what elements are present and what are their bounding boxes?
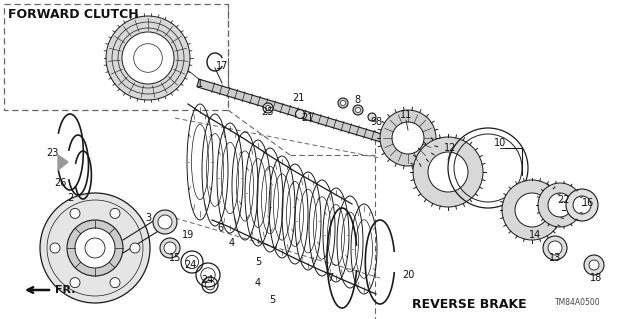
Circle shape [413, 137, 483, 207]
Text: 15: 15 [169, 253, 181, 263]
Circle shape [70, 278, 80, 288]
Text: 8: 8 [375, 117, 381, 127]
Text: 24: 24 [184, 260, 196, 270]
Circle shape [160, 238, 180, 258]
Circle shape [353, 105, 363, 115]
Text: 2: 2 [67, 193, 73, 203]
Circle shape [153, 210, 177, 234]
Circle shape [392, 122, 424, 154]
Circle shape [130, 243, 140, 253]
Circle shape [566, 189, 598, 221]
Text: 8: 8 [354, 95, 360, 105]
Text: 14: 14 [529, 230, 541, 240]
Text: TM84A0500: TM84A0500 [555, 298, 600, 307]
Circle shape [502, 180, 562, 240]
Text: 13: 13 [549, 253, 561, 263]
Text: 9: 9 [370, 117, 376, 127]
Circle shape [515, 193, 549, 227]
Circle shape [110, 208, 120, 219]
Circle shape [589, 260, 599, 270]
Text: 5: 5 [269, 295, 275, 305]
Circle shape [548, 193, 572, 217]
Circle shape [548, 241, 562, 255]
Circle shape [122, 32, 174, 84]
Circle shape [338, 98, 348, 108]
Circle shape [380, 110, 436, 166]
Text: 6: 6 [217, 223, 223, 233]
Circle shape [340, 100, 346, 106]
Text: 24: 24 [201, 275, 213, 285]
Text: 21: 21 [301, 113, 313, 123]
Circle shape [110, 278, 120, 288]
Circle shape [543, 236, 567, 260]
Circle shape [106, 16, 190, 100]
Text: 21: 21 [292, 93, 304, 103]
Circle shape [266, 106, 271, 110]
Circle shape [428, 152, 468, 192]
Text: 18: 18 [590, 273, 602, 283]
Text: 26: 26 [54, 178, 66, 188]
Circle shape [573, 196, 591, 214]
Text: 10: 10 [494, 138, 506, 148]
Text: 12: 12 [444, 143, 456, 153]
Circle shape [584, 255, 604, 275]
Text: REVERSE BRAKE: REVERSE BRAKE [412, 298, 527, 311]
Text: 23: 23 [46, 148, 58, 158]
Circle shape [40, 193, 150, 303]
Circle shape [158, 215, 172, 229]
Text: 25: 25 [262, 107, 275, 117]
Circle shape [67, 220, 123, 276]
Circle shape [70, 208, 80, 219]
Circle shape [50, 243, 60, 253]
Text: 17: 17 [216, 61, 228, 71]
Text: 3: 3 [145, 213, 151, 223]
Text: 16: 16 [582, 198, 594, 208]
Text: 4: 4 [229, 238, 235, 248]
Text: 1: 1 [197, 79, 203, 89]
Text: 20: 20 [402, 270, 414, 280]
Text: 22: 22 [557, 195, 569, 205]
Circle shape [355, 108, 360, 113]
Circle shape [164, 242, 176, 254]
Text: FR.: FR. [55, 285, 76, 295]
Circle shape [75, 228, 115, 268]
Circle shape [134, 44, 163, 72]
Circle shape [263, 103, 273, 113]
Text: 19: 19 [182, 230, 194, 240]
Circle shape [368, 113, 376, 121]
Text: 4: 4 [255, 278, 261, 288]
Polygon shape [58, 155, 68, 170]
Text: 7: 7 [327, 273, 333, 283]
Circle shape [85, 238, 105, 258]
Circle shape [538, 183, 582, 227]
Circle shape [296, 109, 305, 118]
Text: 5: 5 [255, 257, 261, 267]
Polygon shape [197, 79, 389, 144]
Text: FORWARD CLUTCH: FORWARD CLUTCH [8, 8, 139, 21]
Text: 11: 11 [400, 110, 412, 120]
